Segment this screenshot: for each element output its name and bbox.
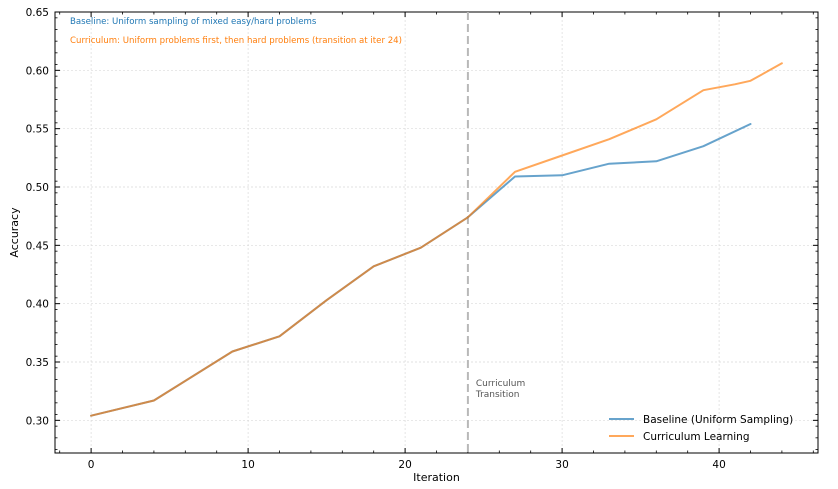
legend-entry: Baseline (Uniform Sampling) (643, 414, 793, 426)
y-tick-label: 0.45 (26, 240, 49, 252)
grid (55, 11, 818, 453)
legend-entry: Curriculum Learning (643, 431, 750, 443)
transition-label-line: Curriculum (476, 379, 525, 389)
x-tick-label: 20 (398, 459, 411, 471)
y-axis-label: Accuracy (8, 207, 21, 258)
axis-labels: Iteration Accuracy (8, 207, 460, 484)
annotations: Baseline: Uniform sampling of mixed easy… (70, 17, 402, 46)
y-tick-label: 0.40 (26, 299, 49, 311)
series-line-baseline (90, 123, 752, 417)
axis-ticks: 0 10 20 30 40 0.30 0.35 0.40 0.45 0.50 0.55 0.60 0.6… (26, 7, 818, 471)
plot-frame (54, 11, 819, 454)
series (90, 62, 783, 417)
y-tick-label: 0.55 (26, 124, 49, 136)
legend: Baseline (Uniform Sampling) Curriculum Le… (609, 414, 793, 443)
series-line-curriculum (90, 62, 783, 417)
y-tick-label: 0.65 (26, 7, 49, 19)
y-tick-label: 0.35 (26, 357, 49, 369)
x-tick-label: 40 (712, 459, 725, 471)
y-tick-label: 0.60 (26, 65, 49, 77)
curriculum-transition-label: Curriculum Transition (475, 379, 525, 400)
y-tick-label: 0.30 (26, 415, 49, 427)
y-tick-label: 0.50 (26, 182, 49, 194)
transition-marker: Curriculum Transition (466, 12, 525, 453)
annotation-text: Curriculum: Uniform problems first, then… (70, 36, 402, 46)
x-axis-label: Iteration (413, 471, 460, 484)
x-tick-label: 0 (88, 459, 95, 471)
x-tick-label: 10 (241, 459, 254, 471)
transition-label-line: Transition (475, 390, 520, 400)
x-tick-label: 30 (555, 459, 568, 471)
annotation-text: Baseline: Uniform sampling of mixed easy… (70, 17, 317, 27)
